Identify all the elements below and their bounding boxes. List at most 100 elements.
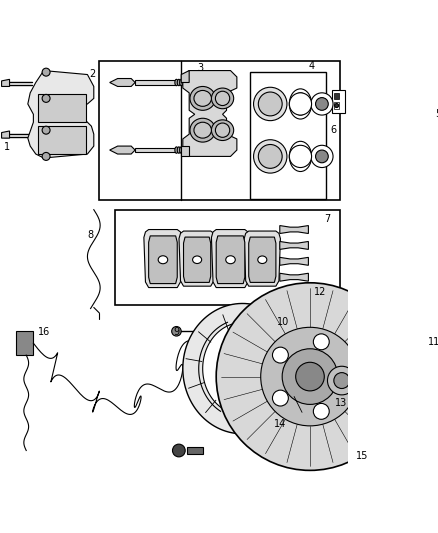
Text: 10: 10 (277, 317, 289, 327)
Polygon shape (280, 257, 308, 265)
Circle shape (311, 93, 333, 115)
Text: 2: 2 (89, 69, 95, 79)
Text: 1: 1 (4, 142, 10, 152)
Ellipse shape (258, 144, 282, 168)
Circle shape (272, 390, 288, 406)
Circle shape (328, 366, 356, 395)
Ellipse shape (258, 256, 267, 263)
Ellipse shape (258, 92, 282, 116)
Bar (38, 94, 86, 122)
Circle shape (339, 369, 354, 384)
Polygon shape (179, 231, 215, 286)
Circle shape (282, 349, 338, 405)
Ellipse shape (158, 256, 168, 264)
Bar (334, 93, 339, 99)
Ellipse shape (212, 88, 234, 109)
Ellipse shape (254, 87, 287, 120)
Circle shape (335, 103, 339, 108)
Circle shape (261, 327, 359, 426)
Circle shape (296, 362, 324, 391)
Text: 12: 12 (314, 287, 326, 297)
Polygon shape (280, 241, 308, 249)
Polygon shape (28, 70, 94, 158)
Ellipse shape (184, 79, 187, 86)
Ellipse shape (177, 79, 180, 86)
Polygon shape (216, 236, 245, 284)
Polygon shape (280, 273, 308, 281)
Circle shape (272, 347, 288, 363)
Text: 13: 13 (336, 398, 348, 408)
Text: 5: 5 (435, 109, 438, 119)
Ellipse shape (290, 89, 311, 119)
Bar (135, 148, 177, 152)
Circle shape (42, 126, 50, 134)
Ellipse shape (215, 123, 230, 138)
Circle shape (311, 146, 333, 167)
Bar (251, 72, 326, 199)
Circle shape (275, 351, 283, 359)
Circle shape (334, 373, 350, 389)
Circle shape (290, 93, 311, 115)
Circle shape (301, 342, 309, 350)
Circle shape (318, 365, 326, 373)
Text: 7: 7 (324, 214, 331, 224)
Circle shape (42, 68, 50, 76)
Circle shape (275, 378, 283, 386)
Ellipse shape (184, 147, 187, 153)
Polygon shape (249, 237, 276, 282)
Text: 6: 6 (331, 125, 337, 135)
Ellipse shape (290, 141, 311, 172)
Ellipse shape (182, 79, 185, 86)
Ellipse shape (226, 256, 235, 264)
Polygon shape (280, 225, 308, 233)
Ellipse shape (175, 147, 178, 153)
Polygon shape (181, 146, 189, 156)
Polygon shape (110, 78, 135, 86)
Bar (115, 209, 340, 305)
Polygon shape (183, 70, 237, 156)
Polygon shape (2, 79, 10, 86)
Ellipse shape (180, 147, 183, 153)
Ellipse shape (194, 122, 212, 138)
Bar (99, 61, 340, 200)
Bar (332, 91, 345, 112)
Text: 8: 8 (88, 230, 94, 239)
Ellipse shape (215, 91, 230, 106)
Circle shape (315, 150, 328, 163)
Circle shape (301, 387, 309, 395)
Circle shape (257, 327, 339, 410)
Circle shape (268, 338, 328, 399)
Ellipse shape (212, 120, 234, 141)
Circle shape (42, 152, 50, 160)
Circle shape (173, 444, 185, 457)
Text: 14: 14 (274, 419, 286, 429)
Ellipse shape (194, 91, 212, 107)
Polygon shape (144, 230, 182, 288)
Circle shape (172, 327, 181, 336)
Polygon shape (187, 447, 203, 454)
Ellipse shape (182, 147, 185, 153)
Ellipse shape (190, 86, 215, 110)
Circle shape (281, 351, 315, 386)
Circle shape (42, 94, 50, 102)
Circle shape (290, 146, 311, 167)
Text: 15: 15 (356, 450, 368, 461)
Circle shape (315, 98, 328, 110)
Polygon shape (110, 146, 135, 154)
Ellipse shape (175, 79, 178, 86)
Polygon shape (2, 131, 10, 138)
Text: 9: 9 (173, 327, 180, 336)
Text: 4: 4 (308, 61, 314, 71)
Ellipse shape (293, 93, 308, 115)
Bar (135, 80, 177, 85)
Polygon shape (244, 231, 280, 286)
Ellipse shape (177, 147, 180, 153)
Ellipse shape (190, 118, 215, 142)
Circle shape (290, 361, 306, 377)
Bar (38, 126, 86, 154)
Polygon shape (183, 303, 294, 434)
Bar (334, 102, 339, 109)
Text: 16: 16 (38, 327, 50, 336)
Ellipse shape (193, 256, 201, 263)
Polygon shape (203, 322, 280, 415)
